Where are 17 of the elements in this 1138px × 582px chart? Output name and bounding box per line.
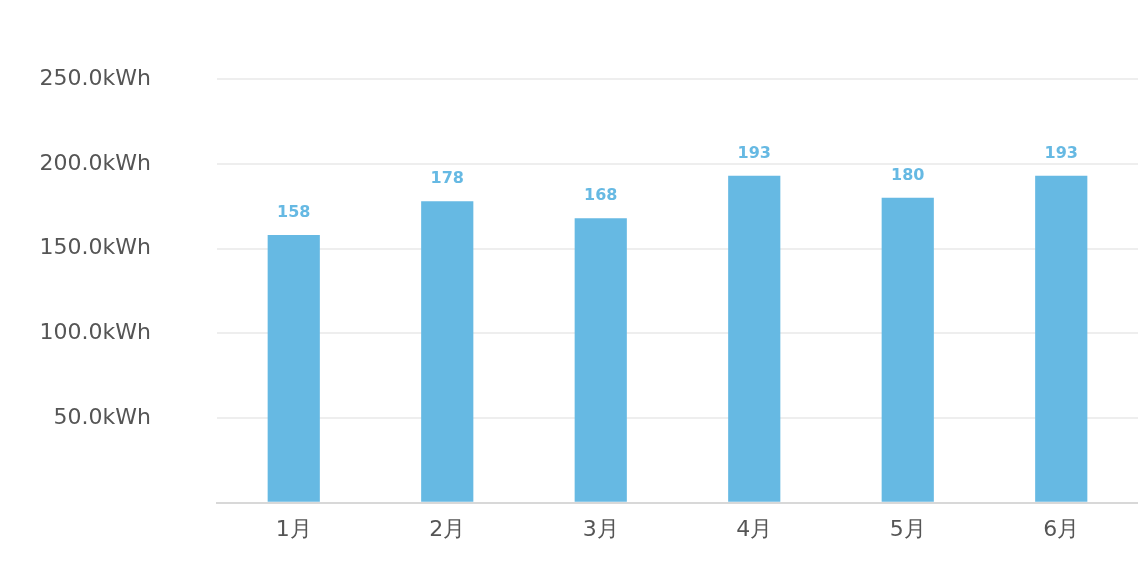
x-tick-label: 6月 <box>1043 515 1080 541</box>
x-tick-label: 5月 <box>889 515 926 541</box>
x-tick-label: 3月 <box>582 515 619 541</box>
x-tick-label: 1月 <box>275 515 312 541</box>
data-label: 168 <box>584 185 618 205</box>
data-label: 180 <box>891 164 925 184</box>
y-tick-label: 100.0kWh <box>39 319 151 345</box>
x-tick-label: 2月 <box>429 515 466 541</box>
y-tick-label: 200.0kWh <box>39 149 151 175</box>
x-tick-label: 4月 <box>736 515 773 541</box>
y-tick-label: 150.0kWh <box>39 234 151 260</box>
data-label: 178 <box>430 168 464 188</box>
data-label: 158 <box>277 202 311 222</box>
data-label: 193 <box>737 142 771 162</box>
y-tick-label: 50.0kWh <box>53 403 151 429</box>
data-label: 193 <box>1044 142 1078 162</box>
y-tick-label: 250.0kWh <box>39 64 151 90</box>
